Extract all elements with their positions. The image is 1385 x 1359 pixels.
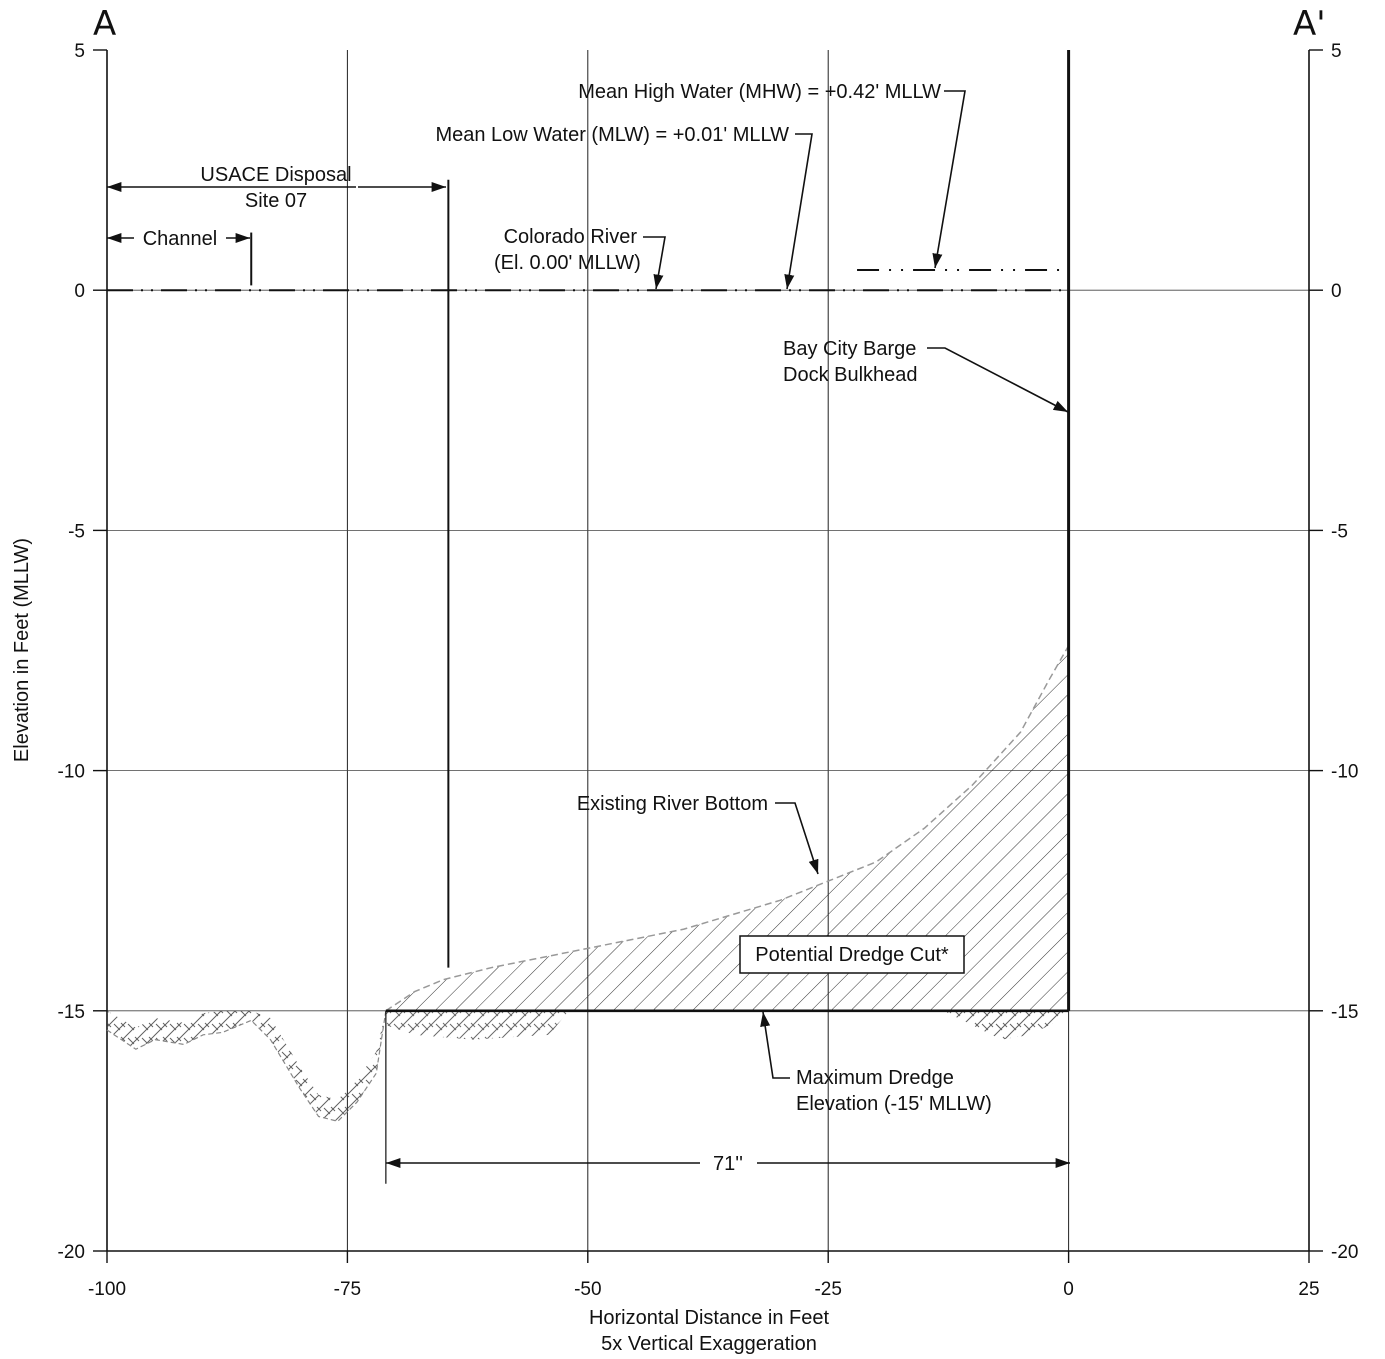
max-dredge-leader	[760, 1011, 790, 1079]
below-dredge-patch-right	[943, 1010, 1069, 1040]
section-end-label: A'	[1293, 4, 1326, 44]
river-leader	[643, 236, 666, 290]
x-tick-label: 25	[1298, 1279, 1319, 1300]
x-axis-title: Horizontal Distance in Feet	[589, 1307, 830, 1329]
mlw-label: Mean Low Water (MLW) = +0.01' MLLW	[435, 124, 789, 146]
colorado-river-label-line1: Colorado River	[504, 226, 638, 248]
bulkhead-label-line1: Bay City Barge	[783, 338, 916, 360]
below-dredge-profile-line	[106, 1010, 387, 1122]
dredge-cut-label: Potential Dredge Cut*	[755, 944, 949, 966]
y-tick-label-left: -20	[58, 1242, 85, 1263]
y-tick-label-right: 5	[1331, 41, 1342, 62]
y-tick-label-left: -15	[58, 1002, 85, 1023]
x-axis-note: 5x Vertical Exaggeration	[601, 1333, 817, 1355]
usace-label-line2: Site 07	[245, 190, 307, 212]
y-tick-label-right: -15	[1331, 1002, 1358, 1023]
y-tick-label-right: -20	[1331, 1242, 1358, 1263]
dredge-cut-box	[739, 935, 965, 974]
mhw-leader	[932, 90, 966, 269]
usace-label-line1: USACE Disposal	[200, 164, 351, 186]
existing-river-bottom-line	[385, 645, 1070, 1012]
channel-label: Channel	[143, 228, 218, 250]
max-dredge-label-line1: Maximum Dredge	[796, 1067, 954, 1089]
mlw-leader	[784, 133, 813, 290]
section-start-label: A	[93, 4, 117, 44]
y-tick-label-right: -10	[1331, 762, 1358, 783]
max-dredge-label-line2: Elevation (-15' MLLW)	[796, 1093, 992, 1115]
y-tick-label-left: -5	[68, 521, 85, 542]
mhw-label: Mean High Water (MHW) = +0.42' MLLW	[578, 81, 941, 103]
river-bottom-leader	[775, 802, 819, 875]
x-tick-label: 0	[1063, 1279, 1074, 1300]
x-tick-label: -100	[88, 1279, 126, 1300]
dredge-cut-area	[385, 645, 1069, 1011]
below-dredge-strip	[385, 1010, 569, 1040]
below-dredge-soil	[107, 1010, 386, 1122]
bulkhead-label-line2: Dock Bulkhead	[783, 364, 918, 386]
y-tick-label-right: -5	[1331, 521, 1348, 542]
dimension-label: 71''	[713, 1153, 743, 1175]
dimension-label-bg	[704, 1150, 752, 1176]
y-tick-label-left: 0	[74, 281, 85, 302]
colorado-river-label-line2: (El. 0.00' MLLW)	[494, 252, 641, 274]
bulkhead-leader	[927, 347, 1069, 413]
x-tick-label: -50	[574, 1279, 601, 1300]
river-bottom-label: Existing River Bottom	[577, 793, 768, 815]
y-axis-title: Elevation in Feet (MLLW)	[11, 538, 33, 762]
x-tick-label: -25	[814, 1279, 841, 1300]
y-tick-label-right: 0	[1331, 281, 1342, 302]
y-tick-label-left: 5	[74, 41, 85, 62]
y-tick-label-left: -10	[58, 762, 85, 783]
x-tick-label: -75	[334, 1279, 361, 1300]
